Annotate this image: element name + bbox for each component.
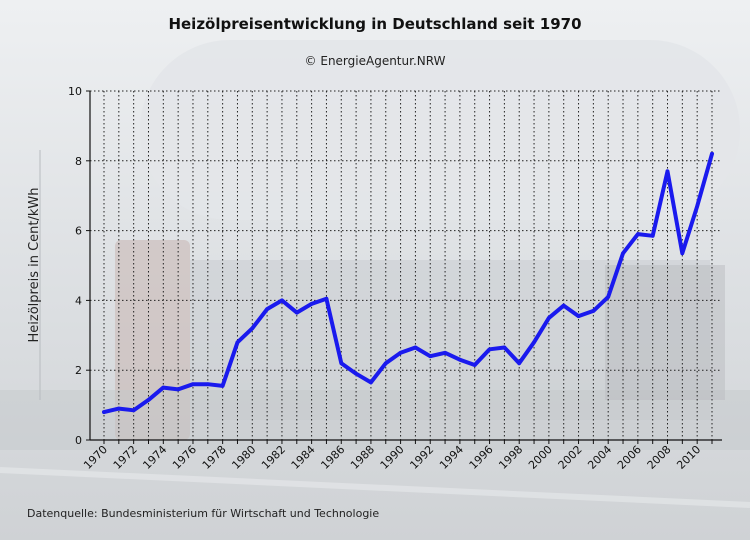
data-point	[339, 361, 344, 366]
data-point	[413, 345, 418, 350]
data-point	[695, 204, 699, 208]
data-point	[265, 307, 269, 311]
data-point	[443, 351, 447, 355]
chart-subtitle: © EnergieAgentur.NRW	[305, 54, 446, 68]
data-point	[220, 384, 225, 388]
data-point	[517, 361, 521, 366]
data-point	[606, 295, 610, 299]
grid	[90, 90, 722, 440]
data-point	[487, 347, 492, 352]
data-point	[472, 363, 477, 367]
data-point	[235, 340, 240, 345]
axes	[86, 90, 722, 444]
data-point	[710, 152, 714, 156]
series-line	[102, 151, 714, 415]
data-point	[117, 406, 121, 411]
data-point	[295, 310, 299, 315]
series	[102, 151, 714, 415]
data-point	[176, 387, 180, 392]
y-tick-label: 8	[75, 155, 82, 168]
data-point	[458, 357, 462, 362]
data-point	[280, 298, 284, 303]
data-point	[547, 316, 551, 320]
data-point	[636, 232, 640, 236]
data-point	[398, 351, 403, 355]
y-tick-labels: 0 2 4 6 8 10	[68, 85, 82, 447]
data-point	[354, 371, 358, 376]
data-point	[665, 169, 670, 174]
y-tick-label: 2	[75, 364, 82, 377]
data-point	[146, 398, 151, 402]
data-point	[650, 234, 655, 238]
data-point	[576, 314, 581, 318]
data-point	[680, 251, 685, 256]
data-point	[561, 303, 566, 308]
data-point	[384, 361, 388, 366]
data-point	[206, 382, 210, 387]
data-point	[250, 326, 255, 331]
data-point	[309, 302, 314, 306]
data-point	[621, 251, 625, 256]
data-point	[161, 385, 166, 390]
data-point	[428, 354, 433, 359]
y-axis-label: Heizölpreis in Cent/kWh	[27, 188, 42, 343]
chart-title: Heizölpreisentwicklung in Deutschland se…	[168, 15, 581, 33]
y-tick-label: 0	[75, 434, 82, 447]
data-point	[591, 309, 596, 313]
data-point	[369, 380, 373, 385]
data-point	[102, 410, 106, 414]
y-tick-label: 4	[75, 294, 82, 307]
y-tick-label: 10	[68, 85, 82, 98]
data-point	[131, 408, 136, 413]
y-tick-label: 6	[75, 225, 82, 238]
data-point	[191, 382, 195, 387]
data-point	[532, 340, 536, 345]
data-point	[324, 296, 329, 301]
source-note: Datenquelle: Bundesministerium für Wirts…	[27, 507, 379, 520]
data-point	[502, 345, 507, 350]
